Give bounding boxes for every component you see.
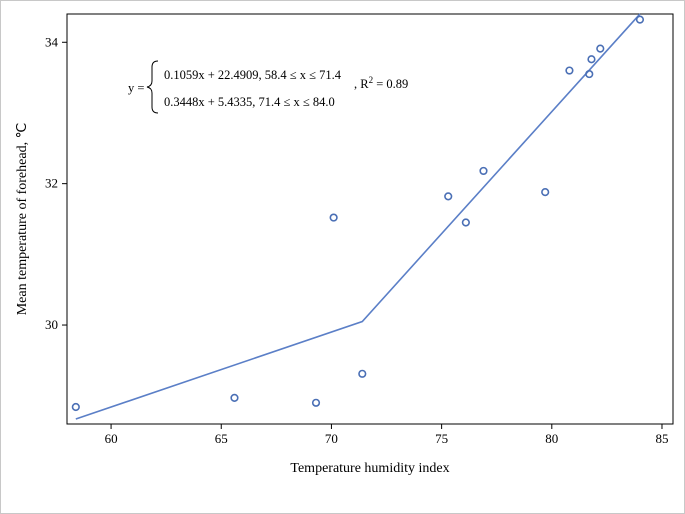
plot-area [66,13,674,425]
fit-line [75,13,641,420]
x-axis-label: Temperature humidity index [290,461,449,476]
data-point [635,15,645,24]
r-squared-superscript: 2 [369,75,374,85]
data-point [230,393,239,402]
r-squared: , R2 = 0.89 [354,75,408,91]
data-point [358,369,367,378]
data-point [565,66,574,75]
y-axis: 30 32 34 [45,34,67,332]
equation-lhs: y = [128,81,144,95]
x-axis: 60 65 70 75 80 85 [105,424,668,446]
data-point [587,55,596,64]
data-point [596,44,605,53]
r-squared-prefix: , R [354,77,369,91]
x-tick-label: 60 [105,431,118,446]
r-squared-value: = 0.89 [373,77,408,91]
y-tick-label: 34 [45,34,59,49]
data-point [71,402,80,412]
x-tick-label: 80 [545,431,558,446]
regression-equation: y = 0.1059x + 22.4909, 58.4 ≤ x ≤ 71.4 0… [128,60,408,114]
equation-brace [146,60,159,114]
x-tick-label: 70 [325,431,338,446]
x-tick-label: 85 [655,431,668,446]
data-point [479,166,488,176]
data-point [585,69,594,79]
data-point [541,188,550,197]
x-tick-label: 75 [435,431,448,446]
data-point [461,218,470,227]
fit-line-group [75,13,641,420]
y-axis-label: Mean temperature of forehead, ℃ [15,123,30,316]
data-point [311,398,321,407]
y-tick-label: 32 [45,176,58,191]
equation-line-2: 0.3448x + 5.4335, 71.4 ≤ x ≤ 84.0 [164,95,335,109]
y-tick-label: 30 [45,317,58,332]
equation-line-1: 0.1059x + 22.4909, 58.4 ≤ x ≤ 71.4 [164,68,342,82]
data-point [444,192,453,201]
data-point [329,213,338,222]
data-points [71,15,645,412]
x-tick-label: 65 [215,431,228,446]
